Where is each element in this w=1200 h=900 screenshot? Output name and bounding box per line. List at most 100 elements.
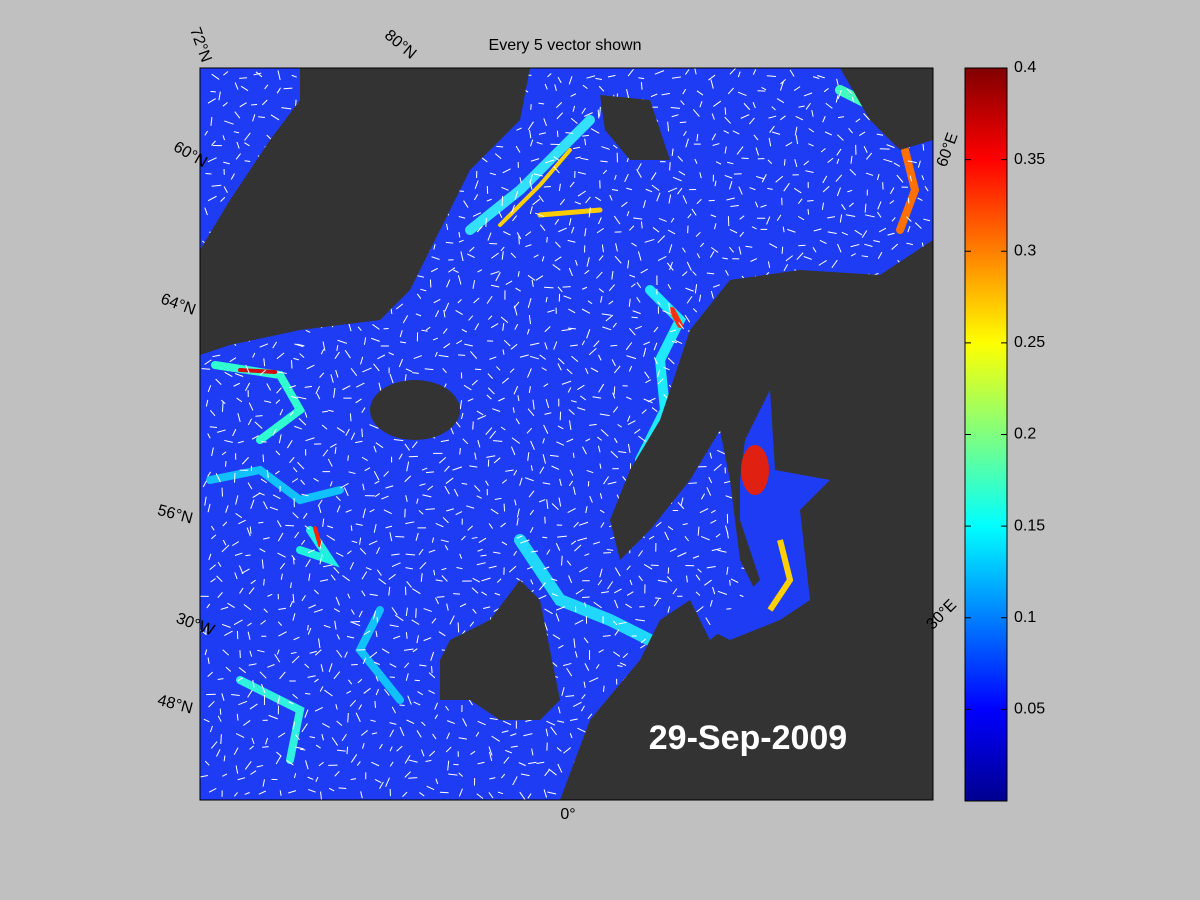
vector	[831, 259, 838, 269]
vector	[472, 280, 476, 289]
vector	[739, 215, 745, 220]
vector	[255, 71, 263, 78]
vector	[528, 386, 531, 394]
vector	[490, 508, 499, 515]
vector	[600, 429, 609, 437]
vector	[599, 106, 601, 117]
vector	[360, 356, 364, 365]
vector	[247, 482, 253, 490]
vector	[222, 539, 227, 546]
vector	[544, 286, 554, 289]
vector	[474, 180, 479, 190]
vector	[446, 603, 449, 611]
vector	[252, 114, 256, 122]
vector	[425, 759, 432, 762]
vector	[585, 506, 588, 514]
vector	[514, 190, 519, 200]
vector	[208, 788, 217, 793]
vector	[501, 251, 504, 260]
vector	[539, 466, 545, 474]
vector	[292, 467, 298, 473]
vector	[434, 702, 438, 710]
vector	[320, 579, 329, 582]
vector	[607, 74, 616, 78]
vector	[863, 146, 868, 153]
vector	[709, 599, 713, 607]
vector	[670, 217, 675, 223]
vector	[740, 114, 750, 119]
vector	[577, 727, 587, 733]
vector	[336, 505, 341, 513]
vector	[794, 159, 798, 168]
vector	[501, 196, 504, 206]
vector	[626, 89, 630, 99]
vector	[322, 518, 325, 527]
vector	[276, 87, 281, 94]
vector	[328, 663, 333, 673]
vector	[330, 574, 336, 581]
vector	[205, 399, 209, 407]
vector	[314, 706, 323, 712]
vector	[313, 477, 319, 482]
vector	[347, 679, 353, 685]
vector	[597, 445, 601, 453]
vector	[597, 436, 602, 441]
vector	[361, 407, 366, 414]
vector	[444, 302, 450, 312]
vector	[459, 400, 463, 410]
vector	[642, 200, 646, 208]
vector	[481, 577, 491, 582]
vector	[265, 737, 269, 745]
vector	[864, 214, 875, 218]
vector	[584, 138, 587, 146]
vector	[462, 438, 469, 445]
vector	[252, 352, 256, 358]
vector	[709, 452, 713, 459]
vector	[276, 649, 280, 655]
vector	[865, 172, 874, 176]
vector	[529, 526, 534, 533]
vector	[215, 473, 221, 483]
baltic-sea	[710, 390, 830, 640]
vector	[725, 495, 733, 499]
vector	[220, 196, 226, 202]
svalbard	[600, 95, 670, 160]
vector	[558, 183, 561, 191]
vector	[632, 310, 641, 315]
vector	[767, 159, 773, 165]
vector	[245, 364, 250, 374]
vector	[544, 412, 552, 415]
vector	[545, 398, 550, 408]
vector	[413, 701, 421, 706]
vector	[238, 700, 248, 706]
vector	[767, 261, 771, 268]
vector	[346, 635, 355, 639]
vector	[697, 526, 700, 536]
vector	[252, 492, 261, 498]
vector	[683, 130, 687, 137]
vector	[573, 486, 576, 495]
vector	[424, 368, 434, 371]
vector	[267, 664, 275, 668]
vector	[917, 160, 921, 168]
vector	[308, 788, 316, 793]
vector	[569, 733, 573, 739]
map-title: Every 5 vector shown	[489, 37, 642, 54]
vector	[684, 69, 690, 75]
vector	[417, 691, 424, 696]
vector	[549, 454, 559, 457]
vector	[625, 342, 633, 351]
vector	[250, 499, 255, 509]
vector	[516, 127, 522, 131]
vector	[841, 203, 846, 211]
vector	[233, 382, 241, 387]
vector	[607, 481, 617, 485]
vector	[666, 576, 673, 582]
vector	[223, 71, 229, 76]
vector	[713, 463, 722, 472]
vector	[634, 428, 641, 434]
vector	[259, 671, 267, 679]
vector	[835, 95, 839, 103]
vector	[850, 253, 856, 257]
vector	[636, 282, 642, 289]
